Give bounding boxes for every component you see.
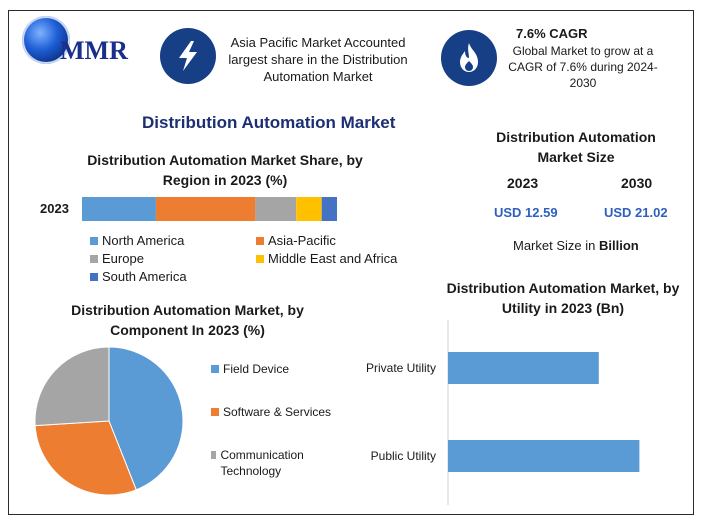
utility-label-public: Public Utility (370, 449, 436, 463)
pie-slice-field-device (108, 346, 184, 491)
cagr-description: Global Market to grow at a CAGR of 7.6% … (508, 44, 658, 90)
market-size-note-unit: Billion (598, 238, 639, 253)
legend-swatch-middle-east-africa (256, 254, 264, 263)
pie-slice-software-services (34, 420, 137, 496)
utility-bar-public (448, 440, 640, 472)
legend-swatch-asia-pacific (256, 236, 264, 245)
region-bar-segment-south-america (321, 197, 337, 221)
utility-bar-private (448, 352, 599, 384)
legend-swatch-north-america (90, 236, 98, 245)
component-chart-title: Distribution Automation Market, by Compo… (71, 302, 304, 338)
region-category-label: 2023 (40, 201, 69, 216)
utility-bar-chart (447, 320, 640, 505)
component-pie-chart (34, 346, 184, 496)
legend-label-south-america: South America (102, 269, 187, 284)
utility-chart-title: Distribution Automation Market, by Utili… (446, 280, 680, 316)
region-stacked-bar-chart (82, 197, 337, 221)
market-size-year-2023: 2023 (507, 175, 539, 191)
pie-legend-communication-technology: Communication Technology (211, 447, 321, 479)
region-chart-title: Distribution Automation Market Share, by… (87, 152, 363, 188)
pie-label-communication-technology: Communication Technology (220, 448, 304, 478)
market-size-note-prefix: Market Size in (513, 238, 599, 253)
region-bar-segment-europe (255, 197, 297, 221)
asia-pacific-info-text: Asia Pacific Market Accounted largest sh… (228, 35, 408, 84)
lightning-icon (160, 28, 216, 84)
pie-label-field-device: Field Device (223, 362, 290, 376)
pie-swatch-communication-technology (211, 451, 217, 459)
legend-asia-pacific: Asia-Pacific (256, 233, 336, 248)
legend-middle-east-africa: Middle East and Africa (256, 251, 397, 266)
legend-swatch-south-america (90, 272, 98, 281)
market-size-note: Market Size in Billion (513, 238, 639, 253)
legend-swatch-europe (90, 254, 98, 263)
globe-logo-icon (22, 16, 70, 64)
legend-north-america: North America (90, 233, 184, 248)
pie-legend-software-services: Software & Services (211, 404, 331, 420)
pie-legend-field-device: Field Device (211, 361, 289, 377)
main-title: Distribution Automation Market (142, 113, 396, 132)
market-size-title: Distribution Automation Market Size (496, 129, 656, 165)
infographic-frame (8, 10, 694, 515)
region-bar-segment-north-america (82, 197, 156, 221)
logo-text: MMR (60, 36, 128, 65)
legend-label-asia-pacific: Asia-Pacific (268, 233, 336, 248)
cagr-title: 7.6% CAGR (516, 26, 588, 41)
pie-slice-communication-technology (34, 346, 110, 427)
pie-swatch-software-services (211, 408, 219, 416)
utility-label-private: Private Utility (365, 361, 436, 375)
legend-south-america: South America (90, 269, 187, 284)
market-size-year-2030: 2030 (621, 175, 653, 191)
market-size-value-2030: USD 21.02 (604, 205, 668, 220)
market-size-value-2023: USD 12.59 (494, 205, 558, 220)
legend-label-middle-east-africa: Middle East and Africa (268, 251, 398, 266)
region-bar-segment-middle-east-africa (296, 197, 322, 221)
pie-swatch-field-device (211, 365, 219, 373)
pie-label-software-services: Software & Services (223, 405, 332, 419)
legend-europe: Europe (90, 251, 144, 266)
legend-label-europe: Europe (102, 251, 144, 266)
region-bar-segment-asia-pacific (155, 197, 256, 221)
flame-icon (441, 30, 497, 86)
legend-label-north-america: North America (102, 233, 185, 248)
